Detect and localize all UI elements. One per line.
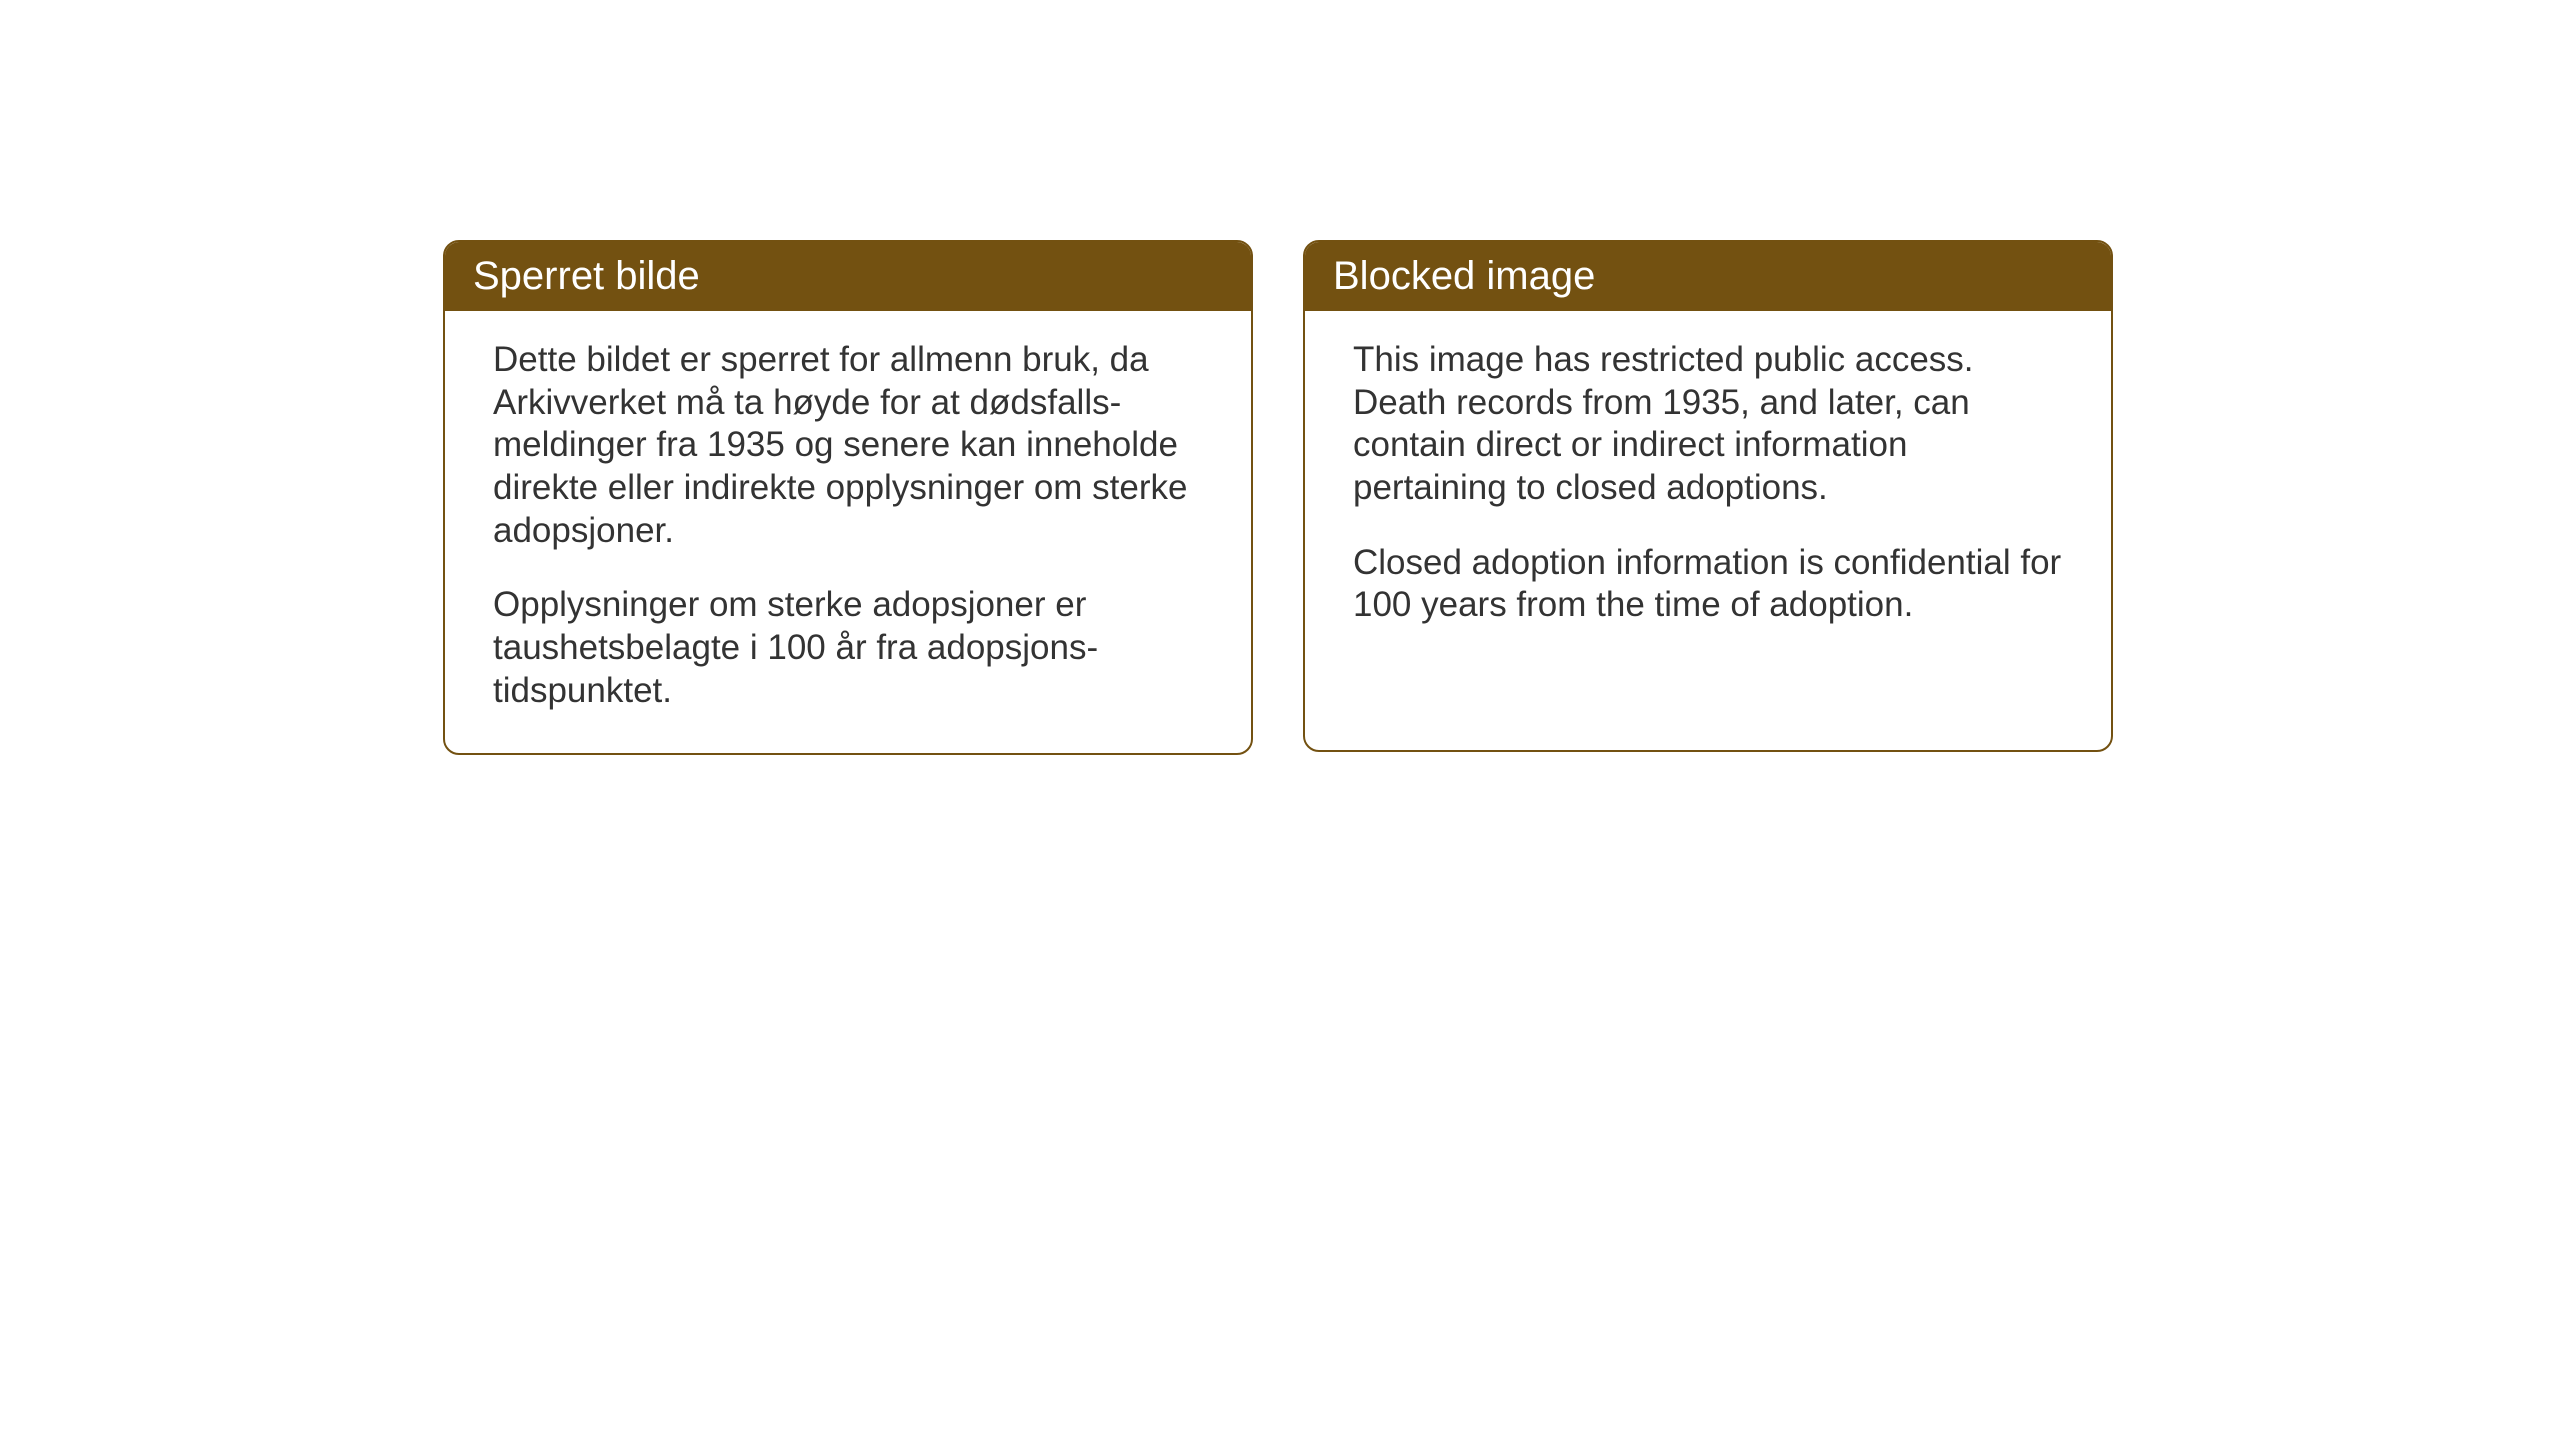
card-paragraph-1-norwegian: Dette bildet er sperret for allmenn bruk… xyxy=(493,339,1203,552)
card-title-norwegian: Sperret bilde xyxy=(473,254,700,298)
card-header-english: Blocked image xyxy=(1305,242,2111,311)
card-body-norwegian: Dette bildet er sperret for allmenn bruk… xyxy=(445,311,1251,753)
card-title-english: Blocked image xyxy=(1333,254,1595,298)
card-paragraph-1-english: This image has restricted public access.… xyxy=(1353,339,2063,510)
card-english: Blocked image This image has restricted … xyxy=(1303,240,2113,752)
card-norwegian: Sperret bilde Dette bildet er sperret fo… xyxy=(443,240,1253,755)
card-body-english: This image has restricted public access.… xyxy=(1305,311,2111,667)
card-paragraph-2-english: Closed adoption information is confident… xyxy=(1353,542,2063,627)
card-paragraph-2-norwegian: Opplysninger om sterke adopsjoner er tau… xyxy=(493,584,1203,712)
card-header-norwegian: Sperret bilde xyxy=(445,242,1251,311)
cards-container: Sperret bilde Dette bildet er sperret fo… xyxy=(443,240,2113,755)
